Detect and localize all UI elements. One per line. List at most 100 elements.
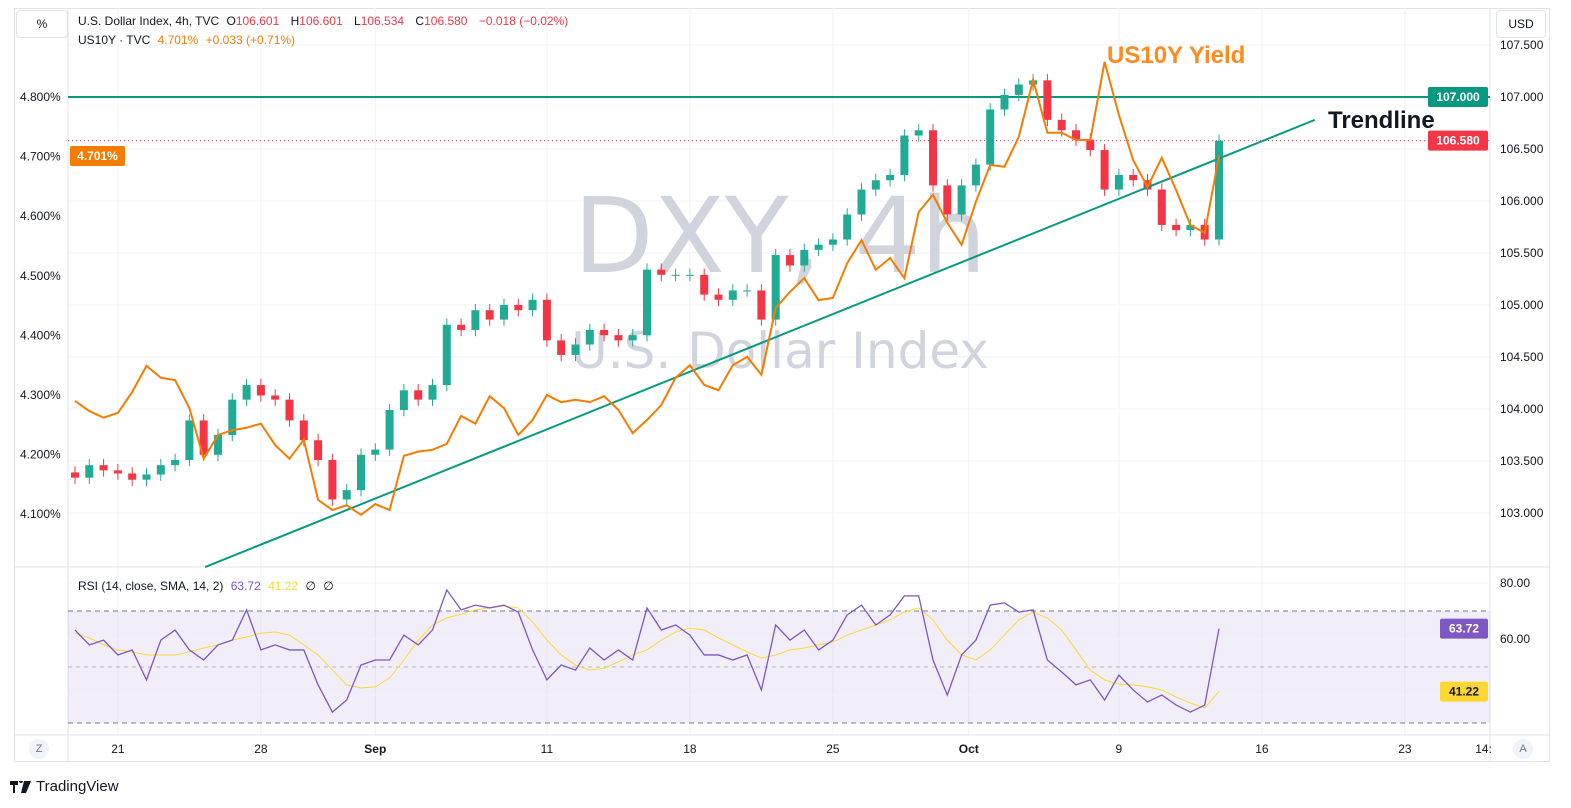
candle-body — [99, 465, 108, 471]
time-axis-label: 14: — [1475, 742, 1492, 756]
candle — [371, 443, 380, 461]
level-price-tag: 107.000 — [1428, 87, 1488, 107]
candle-body — [786, 255, 794, 266]
ohlc-high: H106.601 — [291, 14, 347, 28]
yield-last-tag-bg — [70, 146, 125, 167]
time-axis-label: Sep — [364, 742, 386, 756]
candle — [585, 323, 594, 351]
rsi-title[interactable]: RSI (14, close, SMA, 14, 2) — [78, 579, 224, 593]
candle-body — [857, 189, 866, 215]
candle-body — [600, 329, 609, 336]
candle — [1172, 218, 1181, 237]
watermark-description: U.S. Dollar Index — [571, 322, 989, 380]
rsi-last-tag-text: 63.72 — [1449, 622, 1479, 636]
price-axis-label: 103.000 — [1500, 506, 1544, 520]
candle-body — [528, 299, 537, 311]
time-axis-label: Oct — [959, 742, 979, 756]
candle-body — [285, 399, 294, 421]
a-label: A — [1519, 743, 1527, 755]
candle-body — [1215, 140, 1223, 240]
candle — [557, 334, 566, 362]
candle-body — [542, 299, 551, 341]
compare-legend: US10Y · TVC 4.701% +0.033 (+0.71%) — [78, 33, 299, 47]
ohlc-open: O106.601 — [227, 14, 284, 28]
time-axis-label: 18 — [683, 742, 697, 756]
candle-body — [256, 385, 265, 396]
yield-axis-label: 4.100% — [20, 507, 61, 521]
us10y-yield-annotation: US10Y Yield — [1107, 42, 1245, 69]
open-label: O — [226, 14, 236, 28]
candle — [1100, 143, 1109, 196]
candle — [843, 208, 852, 246]
candle — [728, 284, 737, 307]
tradingview-logo[interactable]: TradingView — [10, 778, 119, 795]
compare-value: 4.701% — [157, 33, 199, 47]
candle-body — [228, 399, 237, 435]
candle — [1000, 88, 1009, 116]
candle-body — [943, 185, 952, 215]
candle-body — [1086, 139, 1095, 151]
zoom-reset-button[interactable]: Z — [29, 739, 49, 759]
candle — [700, 268, 709, 301]
candle — [800, 243, 809, 272]
watermark-symbol: DXY, 4h — [573, 175, 986, 297]
candle-body — [357, 454, 365, 491]
candle-body — [1100, 150, 1109, 190]
percent-scale-button[interactable]: % — [16, 10, 68, 38]
candle — [414, 384, 423, 406]
candle-body — [728, 290, 737, 300]
candle-body — [671, 274, 680, 276]
candle-body — [1157, 189, 1166, 225]
trendline[interactable] — [204, 118, 1316, 569]
rsi-sma-line — [74, 605, 1220, 709]
yield-axis-label: 4.700% — [20, 150, 61, 164]
yield-axis-label: 4.600% — [20, 209, 61, 223]
candle-body — [957, 185, 966, 215]
candle — [314, 433, 323, 467]
rsi-na-1: ∅ — [305, 579, 316, 593]
candle-body — [457, 324, 466, 330]
candle — [128, 467, 137, 486]
candle — [328, 453, 337, 506]
yield-last-tag-text: 4.701% — [77, 149, 118, 163]
candle-body — [871, 180, 880, 190]
candle — [99, 458, 108, 477]
candle — [786, 248, 794, 272]
candle — [828, 233, 837, 251]
brand-name: TradingView — [36, 778, 119, 795]
rsi-value: 63.72 — [230, 579, 261, 593]
price-axis-label: 107.500 — [1500, 38, 1544, 52]
chart-frame — [14, 8, 1550, 762]
candle-body — [113, 470, 122, 474]
candle — [871, 173, 880, 196]
candle-body — [643, 269, 651, 336]
open-value: 106.601 — [235, 14, 280, 28]
candle-body — [500, 305, 508, 320]
candle-body — [986, 109, 995, 165]
price-axis-label: 106.000 — [1500, 194, 1544, 208]
high-label: H — [290, 14, 300, 28]
time-axis-label: 16 — [1255, 742, 1269, 756]
candle — [228, 393, 237, 442]
compare-symbol[interactable]: US10Y · TVC — [78, 33, 151, 47]
candle-body — [485, 310, 494, 320]
candle — [199, 414, 208, 461]
candle — [471, 303, 480, 337]
rsi-axis-label: 60.00 — [1500, 632, 1530, 646]
candle — [914, 124, 923, 142]
currency-button[interactable]: USD — [1496, 10, 1546, 38]
level-price-tag-bg — [1428, 87, 1488, 107]
candle — [757, 284, 766, 326]
auto-scale-button[interactable]: A — [1513, 739, 1533, 759]
candle — [685, 268, 694, 282]
candle — [528, 293, 537, 317]
candle-body — [414, 390, 423, 400]
candle — [671, 268, 680, 282]
currency-label: USD — [1508, 17, 1534, 31]
candle-body — [1057, 119, 1066, 131]
symbol-title[interactable]: U.S. Dollar Index, 4h, TVC — [78, 14, 220, 28]
candle-body — [142, 474, 151, 480]
candle-body — [399, 390, 408, 411]
candle-body — [156, 465, 165, 475]
